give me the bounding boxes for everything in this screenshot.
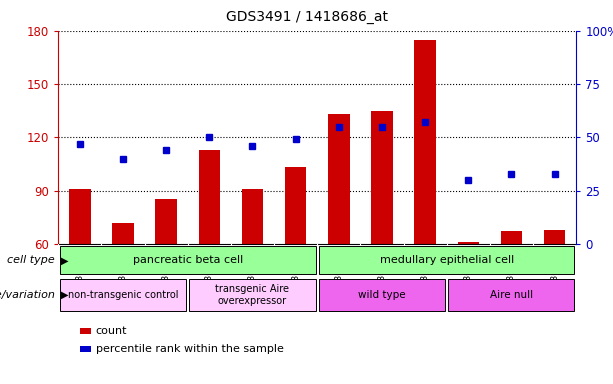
Text: GSM304907: GSM304907 <box>291 245 300 300</box>
Text: non-transgenic control: non-transgenic control <box>67 290 178 300</box>
Bar <box>155 199 177 244</box>
Bar <box>112 223 134 244</box>
Text: cell type: cell type <box>7 255 55 265</box>
Text: wild type: wild type <box>358 290 406 300</box>
Text: GSM304902: GSM304902 <box>75 245 85 300</box>
Bar <box>328 114 349 244</box>
Text: GSM304909: GSM304909 <box>378 245 386 300</box>
Text: GSM304904: GSM304904 <box>162 245 170 300</box>
Bar <box>80 346 91 352</box>
Bar <box>60 279 186 311</box>
Text: GSM304908: GSM304908 <box>334 245 343 300</box>
Text: genotype/variation: genotype/variation <box>0 290 55 300</box>
Text: GSM304913: GSM304913 <box>550 245 559 300</box>
Bar <box>69 189 91 244</box>
Bar <box>60 247 316 274</box>
Text: GSM304906: GSM304906 <box>248 245 257 300</box>
Bar <box>319 247 574 274</box>
Bar <box>501 232 522 244</box>
Text: Aire null: Aire null <box>490 290 533 300</box>
Text: ▶: ▶ <box>61 255 69 265</box>
Bar <box>189 279 316 311</box>
Text: pancreatic beta cell: pancreatic beta cell <box>132 255 243 265</box>
Text: GSM304903: GSM304903 <box>118 245 128 300</box>
Text: percentile rank within the sample: percentile rank within the sample <box>96 344 283 354</box>
Text: GSM304910: GSM304910 <box>421 245 430 300</box>
Bar <box>457 242 479 244</box>
Text: transgenic Aire
overexpressor: transgenic Aire overexpressor <box>216 284 289 306</box>
Bar <box>242 189 263 244</box>
Bar <box>80 328 91 333</box>
Text: GSM304905: GSM304905 <box>205 245 214 300</box>
Text: GSM304911: GSM304911 <box>464 245 473 300</box>
Bar <box>199 150 220 244</box>
Bar <box>319 279 445 311</box>
Text: medullary epithelial cell: medullary epithelial cell <box>379 255 514 265</box>
Bar <box>285 167 306 244</box>
Text: GSM304912: GSM304912 <box>507 245 516 300</box>
Bar <box>371 111 393 244</box>
Text: GDS3491 / 1418686_at: GDS3491 / 1418686_at <box>226 10 387 23</box>
Bar <box>449 279 574 311</box>
Text: count: count <box>96 326 127 336</box>
Text: ▶: ▶ <box>61 290 69 300</box>
Bar <box>414 40 436 244</box>
Bar <box>544 230 565 244</box>
